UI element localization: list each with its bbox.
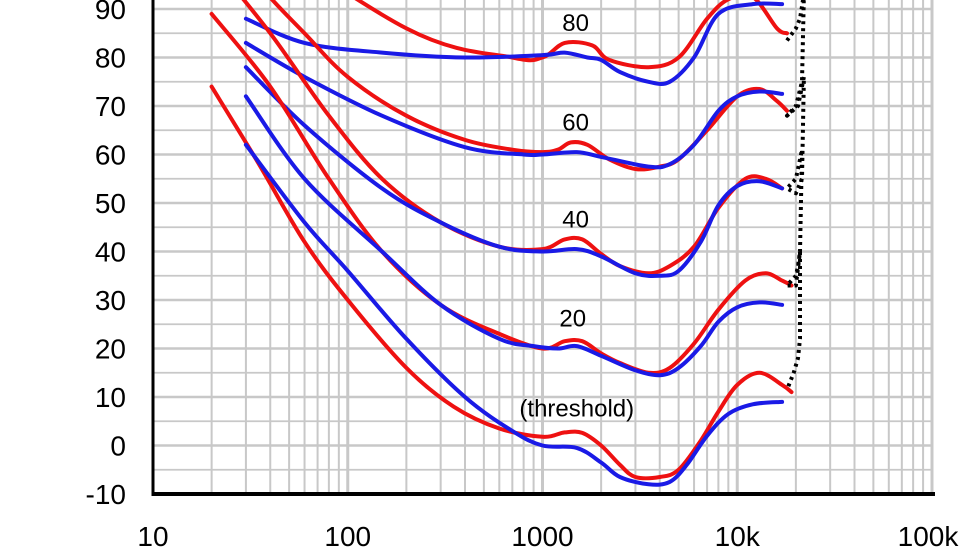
y-tick-label: 30 (95, 285, 126, 316)
annotation-label: 20 (559, 306, 586, 333)
tick-labels: -10 0 10 20 30 40 50 60 70 80 90 10 100 1000 10k 100k (86, 0, 960, 552)
series-line-red-threshold (209, 84, 794, 481)
x-tick-label: 10k (715, 521, 761, 552)
annotation-label: 40 (562, 206, 589, 233)
series-line-blue-20 (243, 94, 785, 378)
x-tick-label: 100 (324, 521, 371, 552)
annotations: 80 60 40 20 (threshold) (519, 10, 634, 423)
x-tick-label: 10 (137, 521, 168, 552)
annotation-label: 80 (562, 10, 589, 37)
annotation-label: (threshold) (519, 395, 634, 422)
y-tick-label: 90 (95, 0, 126, 25)
series-line-blue-threshold (243, 142, 785, 487)
x-tick-label: 1000 (511, 521, 573, 552)
series-line-dotted-limit (785, 0, 806, 391)
y-tick-label: 20 (95, 334, 126, 365)
series-line-blue-60 (243, 40, 785, 170)
annotation-label: 60 (562, 109, 589, 136)
x-tick-label: 100k (898, 521, 960, 552)
y-tick-label: 80 (95, 43, 126, 74)
y-tick-label: 50 (95, 188, 126, 219)
y-tick-label: 10 (95, 382, 126, 413)
series-line-blue-40 (243, 65, 785, 279)
y-tick-label: 70 (95, 91, 126, 122)
series-group (209, 0, 806, 487)
y-tick-label: 0 (110, 431, 126, 462)
series-line-blue-80 (243, 1, 785, 86)
axes (151, 0, 935, 496)
y-tick-label: 60 (95, 140, 126, 171)
series-line-red-80 (354, 0, 789, 70)
y-tick-label: -10 (86, 479, 126, 510)
series-line-red-20 (209, 11, 794, 376)
y-tick-label: 40 (95, 237, 126, 268)
